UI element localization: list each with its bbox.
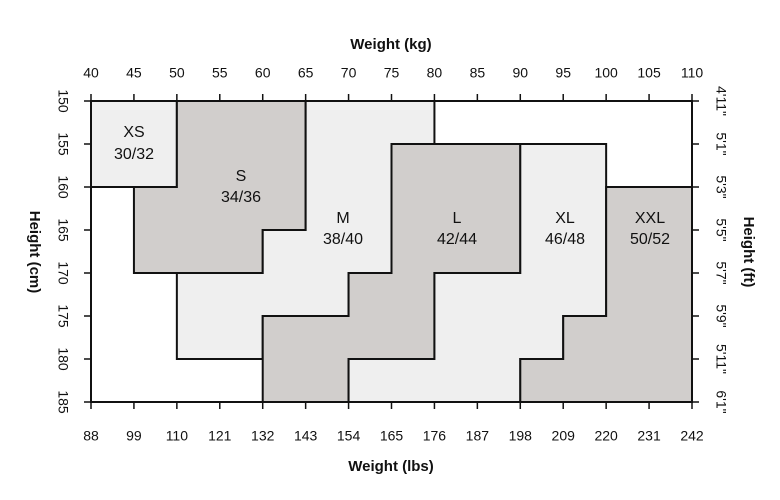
size-name: XL: [555, 210, 575, 227]
top-tick-label: 90: [512, 65, 528, 81]
size-name: XXL: [635, 210, 665, 227]
top-tick-label: 95: [555, 65, 571, 81]
left-tick-label: 150: [55, 89, 71, 113]
right-tick-label: 5'3": [713, 175, 729, 198]
right-tick-label: 5'1": [713, 132, 729, 155]
top-axis-label: Weight (kg): [350, 36, 431, 53]
left-tick-label: 160: [55, 175, 71, 199]
right-axis-label: Height (ft): [740, 217, 757, 288]
left-tick-label: 170: [55, 261, 71, 285]
bottom-tick-label: 242: [680, 428, 704, 444]
bottom-tick-label: 132: [251, 428, 275, 444]
bottom-tick-label: 154: [337, 428, 361, 444]
bottom-tick-label: 176: [423, 428, 447, 444]
size-name: XS: [123, 124, 144, 141]
size-range: 38/40: [323, 231, 363, 248]
top-tick-label: 45: [126, 65, 142, 81]
top-tick-label: 65: [298, 65, 314, 81]
top-tick-label: 40: [83, 65, 99, 81]
bottom-tick-label: 121: [208, 428, 232, 444]
left-axis-label: Height (cm): [26, 211, 43, 294]
left-tick-label: 180: [55, 347, 71, 371]
size-range: 50/52: [630, 231, 670, 248]
right-tick-label: 5'7": [713, 261, 729, 284]
top-tick-label: 80: [427, 65, 443, 81]
bottom-tick-label: 88: [83, 428, 99, 444]
left-tick-label: 175: [55, 304, 71, 328]
top-tick-label: 105: [637, 65, 661, 81]
size-range: 30/32: [114, 146, 154, 163]
bottom-tick-label: 110: [166, 428, 189, 444]
bottom-tick-label: 187: [466, 428, 490, 444]
top-tick-label: 55: [212, 65, 228, 81]
top-tick-label: 110: [681, 65, 704, 81]
bottom-tick-label: 220: [594, 428, 618, 444]
top-tick-label: 75: [384, 65, 400, 81]
left-tick-label: 165: [55, 218, 71, 242]
bottom-tick-label: 231: [637, 428, 661, 444]
bottom-tick-label: 165: [380, 428, 404, 444]
bottom-tick-label: 209: [552, 428, 576, 444]
right-tick-label: 4'11": [713, 86, 729, 116]
top-tick-label: 50: [169, 65, 185, 81]
top-tick-label: 70: [341, 65, 357, 81]
top-tick-label: 85: [470, 65, 486, 81]
size-name: S: [236, 168, 247, 185]
size-range: 46/48: [545, 231, 585, 248]
left-tick-label: 155: [55, 132, 71, 156]
right-tick-label: 5'5": [713, 218, 729, 241]
size-range: 42/44: [437, 231, 477, 248]
size-name: M: [336, 210, 349, 227]
right-tick-label: 5'11": [713, 344, 729, 374]
size-name: L: [453, 210, 462, 227]
bottom-tick-label: 99: [126, 428, 142, 444]
right-tick-label: 6'1": [713, 390, 729, 413]
bottom-axis-label: Weight (lbs): [348, 458, 434, 475]
top-tick-label: 100: [594, 65, 618, 81]
bottom-tick-label: 143: [294, 428, 318, 444]
size-range: 34/36: [221, 189, 261, 206]
size-region: [90, 100, 178, 188]
left-tick-label: 185: [55, 390, 71, 414]
bottom-tick-label: 198: [509, 428, 533, 444]
top-tick-label: 60: [255, 65, 271, 81]
right-tick-label: 5'9": [713, 304, 729, 327]
